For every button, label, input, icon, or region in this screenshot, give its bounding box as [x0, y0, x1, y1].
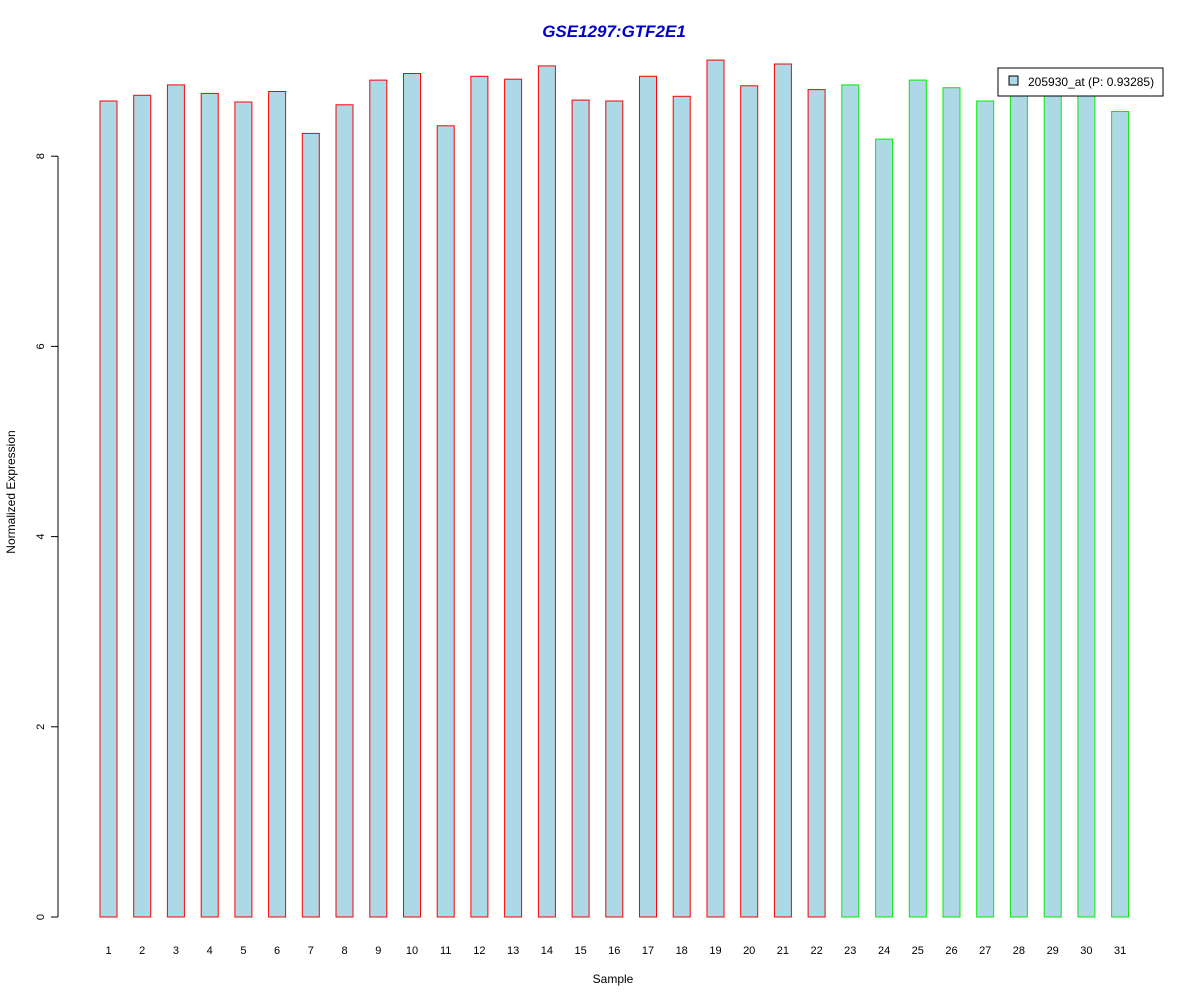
x-tick-label: 19: [709, 945, 721, 957]
bar-sample-30: [1077, 81, 1096, 918]
x-tick-label: 2: [139, 945, 145, 957]
legend-swatch: [1008, 75, 1019, 86]
x-tick-label: 29: [1047, 945, 1059, 957]
x-tick-label: 8: [341, 945, 347, 957]
x-tick-label: 28: [1013, 945, 1025, 957]
bar-sample-23: [841, 84, 860, 918]
chart-title: GSE1297:GTF2E1: [542, 22, 686, 41]
y-tick-label: 2: [35, 724, 47, 730]
x-tick-label: 22: [810, 945, 822, 957]
bar-sample-29: [1043, 85, 1062, 918]
bars: [99, 59, 1130, 918]
x-tick-label: 11: [440, 945, 451, 957]
bar-sample-13: [504, 78, 523, 918]
bar-sample-1: [99, 100, 118, 918]
bar-sample-28: [1009, 89, 1028, 918]
bar-sample-15: [571, 99, 590, 918]
x-tick-label: 9: [375, 945, 381, 957]
bar-sample-6: [268, 91, 287, 918]
x-tick-label: 25: [912, 945, 924, 957]
bar-sample-19: [706, 59, 725, 918]
y-tick-label: 0: [35, 914, 47, 920]
x-tick-label: 21: [777, 945, 789, 957]
x-tick-label: 24: [878, 945, 890, 957]
x-tick-label: 18: [676, 945, 688, 957]
x-tick-label: 16: [608, 945, 620, 957]
bar-sample-8: [335, 104, 354, 918]
bar-sample-16: [605, 100, 624, 918]
bar-sample-10: [403, 73, 421, 918]
y-axis-label: Normalized Expression: [4, 430, 18, 553]
bar-sample-9: [369, 79, 388, 918]
y-axis: 0 2 4 6 8: [35, 153, 59, 920]
y-tick-label: 4: [35, 534, 47, 540]
legend-box: [997, 67, 1164, 97]
bar-sample-24: [875, 138, 894, 918]
bar-sample-21: [773, 63, 792, 918]
x-tick-label: 7: [308, 945, 314, 957]
x-tick-label: 5: [240, 945, 246, 957]
x-tick-label: 20: [743, 945, 755, 957]
bar-sample-20: [740, 85, 759, 918]
bar-sample-26: [942, 87, 961, 918]
x-tick-label: 26: [945, 945, 957, 957]
x-axis-label: Sample: [593, 972, 634, 986]
x-tick-label: 6: [274, 945, 280, 957]
bar-sample-31: [1111, 111, 1130, 918]
x-tick-label: 10: [406, 945, 418, 957]
bar-sample-17: [639, 75, 657, 918]
bar-sample-11: [436, 125, 455, 918]
bar-sample-22: [807, 89, 826, 918]
legend: 205930_at (P: 0.93285): [997, 67, 1164, 97]
x-axis: 1 2 3 4 5 6 7 8 9 10 11 12 13 14 15 16 17 18 19 20 21 22 23 24 2…: [105, 945, 1126, 957]
x-tick-label: 30: [1080, 945, 1092, 957]
bar-sample-27: [976, 100, 995, 918]
bar-sample-25: [908, 79, 927, 918]
x-tick-label: 23: [844, 945, 856, 957]
x-tick-label: 12: [473, 945, 485, 957]
bar-sample-3: [166, 84, 185, 918]
y-tick-label: 6: [35, 343, 47, 349]
bar-sample-12: [470, 75, 489, 918]
x-tick-label: 17: [642, 945, 654, 957]
legend-label: 205930_at (P: 0.93285): [1028, 75, 1154, 89]
y-tick-label: 8: [35, 153, 47, 159]
x-tick-label: 3: [173, 945, 179, 957]
bar-sample-18: [672, 95, 691, 918]
bar-sample-14: [537, 65, 556, 918]
x-tick-label: 13: [507, 945, 519, 957]
bar-sample-7: [301, 132, 320, 918]
bar-sample-2: [133, 94, 152, 918]
bar-sample-5: [234, 101, 253, 918]
x-tick-label: 27: [979, 945, 991, 957]
x-tick-label: 31: [1114, 945, 1126, 957]
x-tick-label: 1: [105, 945, 111, 957]
x-tick-label: 4: [207, 945, 213, 957]
x-tick-label: 14: [541, 945, 553, 957]
x-tick-label: 15: [574, 945, 586, 957]
bar-sample-4: [200, 92, 219, 918]
